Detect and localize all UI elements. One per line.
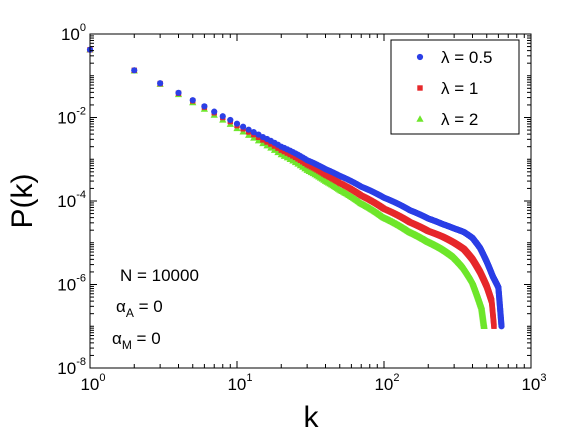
- marker-circle-lambda-0-5: [157, 80, 164, 87]
- alpha-m-sub: M: [122, 338, 132, 352]
- legend-marker-triangle: [416, 115, 424, 122]
- alpha-a-rest: = 0: [134, 297, 163, 316]
- marker-circle-lambda-0-5: [219, 113, 226, 120]
- alpha-a-symbol: α: [116, 297, 126, 316]
- marker-circle-lambda-0-5: [227, 116, 234, 124]
- legend-marker-square: [417, 85, 423, 91]
- legend-item: λ = 2: [416, 110, 478, 129]
- x-tick-label: 103: [521, 372, 546, 394]
- marker-circle-lambda-0-5: [239, 123, 247, 130]
- legend-box: [390, 39, 520, 135]
- legend-label: λ = 2: [441, 110, 478, 129]
- marker-circle-lambda-0-5: [250, 129, 257, 136]
- marker-triangle-lambda-2: [270, 146, 279, 153]
- y-tick-label: 10-2: [57, 106, 86, 128]
- alpha-m-rest: = 0: [132, 329, 161, 348]
- annotations: N = 10000 αA = 0 αM = 0: [112, 266, 199, 352]
- marker-square-lambda-1: [491, 323, 497, 329]
- axis-ticks: [89, 34, 532, 369]
- marker-square-lambda-1: [275, 145, 281, 151]
- legend: λ = 0.5 λ = 1 λ = 2: [390, 39, 520, 135]
- marker-triangle-lambda-2: [267, 144, 275, 151]
- annotation-n: N = 10000: [120, 266, 199, 285]
- marker-triangle-lambda-2: [263, 141, 271, 149]
- y-tick-label: 10-6: [57, 273, 86, 295]
- y-tick-label: 10-4: [57, 189, 86, 211]
- y-tick-label: 100: [61, 22, 86, 44]
- x-tick-label: 100: [80, 372, 105, 394]
- alpha-m-symbol: α: [112, 329, 122, 348]
- marker-circle-lambda-0-5: [131, 67, 138, 74]
- legend-marker-circle: [416, 53, 424, 61]
- marker-square-lambda-1: [284, 150, 291, 156]
- x-axis-label: k: [304, 401, 320, 434]
- marker-circle-lambda-0-5: [201, 103, 208, 110]
- marker-circle-lambda-0-5: [233, 120, 241, 127]
- y-tick-label: 10-8: [57, 356, 86, 378]
- marker-circle-lambda-0-5: [245, 126, 252, 133]
- annotation-alpha-m: αM = 0: [112, 329, 161, 352]
- legend-item: λ = 1: [417, 79, 478, 98]
- marker-circle-lambda-0-5: [498, 323, 505, 330]
- x-tick-label: 101: [227, 372, 252, 394]
- x-tick-label: 102: [374, 372, 399, 394]
- data-markers: [86, 45, 505, 330]
- marker-square-lambda-1: [271, 143, 278, 149]
- marker-square-lambda-1: [268, 141, 274, 147]
- marker-circle-lambda-0-5: [211, 108, 218, 115]
- tick-labels: 100 101 102 103 100 10-2 10-4 10-6 10-8: [57, 22, 546, 394]
- y-axis-label: P(k): [6, 174, 39, 229]
- legend-label: λ = 1: [441, 79, 478, 98]
- marker-circle-lambda-0-5: [189, 97, 196, 104]
- marker-circle-lambda-0-5: [175, 89, 182, 96]
- legend-label: λ = 0.5: [441, 48, 493, 67]
- alpha-a-sub: A: [126, 306, 134, 320]
- marker-triangle-lambda-2: [480, 322, 488, 330]
- marker-square-lambda-1: [287, 151, 293, 158]
- marker-square-lambda-1: [278, 147, 284, 153]
- annotation-alpha-a: αA = 0: [116, 297, 163, 320]
- marker-square-lambda-1: [281, 148, 288, 155]
- legend-item: λ = 0.5: [416, 48, 493, 67]
